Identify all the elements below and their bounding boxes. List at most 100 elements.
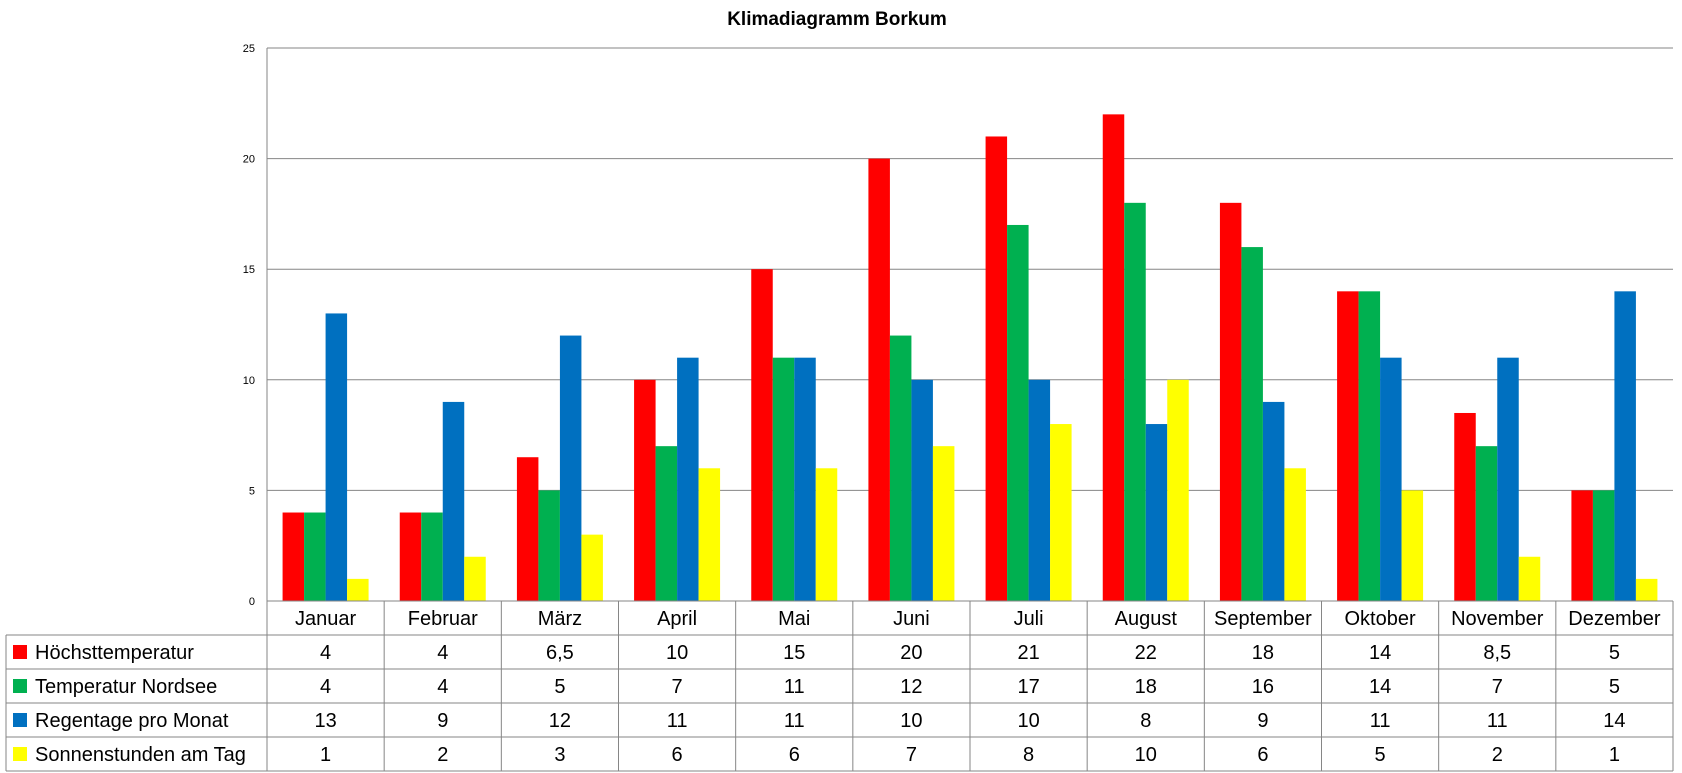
category-label: November [1451,608,1544,630]
table-cell: 6 [789,744,800,766]
table-cell: 11 [1370,710,1391,732]
bar-3-8 [1284,468,1306,601]
category-label: März [538,608,582,630]
table-cell: 22 [1135,642,1157,664]
bar-3-4 [815,468,838,601]
bar-1-11 [1592,490,1615,601]
category-label: August [1115,608,1178,630]
table-cell: 10 [1017,710,1039,732]
bar-3-11 [1635,578,1658,601]
table-cell: 11 [784,710,805,732]
bar-2-3 [677,357,699,601]
bar-3-9 [1401,490,1424,601]
table-cell: 4 [437,676,448,698]
table-cell: 6 [1257,744,1268,766]
category-label: Februar [408,608,478,630]
bar-1-6 [1007,224,1029,601]
table-cell: 10 [900,710,922,732]
table-cell: 2 [437,744,448,766]
bar-2-5 [911,379,933,601]
legend-key [13,713,27,727]
table-cell: 5 [1375,744,1386,766]
bar-3-2 [581,534,603,601]
bar-0-4 [751,269,773,601]
table-cell: 9 [437,710,448,732]
table-cell: 8 [1140,710,1151,732]
bar-1-3 [655,446,678,601]
table-cell: 10 [666,642,688,664]
table-cell: 12 [900,676,922,698]
bar-0-0 [282,512,305,601]
legend-label: Regentage pro Monat [35,710,229,732]
bar-0-7 [1102,114,1125,602]
category-label: April [657,608,697,630]
y-tick-label: 25 [243,43,255,55]
table-cell: 15 [783,642,805,664]
data-table: Januar Februar März April Mai Juni Juli August S… [5,600,1674,772]
table-cell: 8 [1023,744,1034,766]
table-cell: 11 [667,710,688,732]
bar-2-6 [1028,379,1051,601]
table-cell: 17 [1017,676,1039,698]
bar-0-3 [634,379,656,601]
legend-key [13,645,27,659]
bar-0-1 [399,512,422,601]
y-tick-label: 5 [249,485,255,497]
y-tick-label: 20 [243,154,255,166]
bar-3-1 [464,556,486,601]
table-cell: 10 [1135,744,1157,766]
bar-1-7 [1124,202,1146,601]
table-cell: 11 [1487,710,1508,732]
table-cell: 6 [672,744,683,766]
bar-1-1 [421,512,443,601]
chart-title: Klimadiagramm Borkum [727,9,947,30]
table-cell: 7 [906,744,917,766]
bar-0-11 [1571,490,1593,601]
table-cell: 16 [1252,676,1274,698]
bar-1-5 [889,335,912,601]
table-cell: 7 [1492,676,1503,698]
bar-3-6 [1050,424,1072,601]
bar-2-9 [1380,357,1402,601]
bar-2-10 [1497,357,1519,601]
bar-1-4 [772,357,795,601]
bar-1-9 [1358,291,1381,601]
bar-3-0 [347,578,369,601]
bar-3-7 [1167,379,1189,601]
legend-label: Sonnenstunden am Tag [35,744,246,766]
table-cell: 5 [1609,676,1620,698]
category-label: Juli [1014,608,1044,630]
y-tick-label: 10 [243,375,255,387]
table-cell: 7 [672,676,683,698]
table-cell: 4 [320,642,331,664]
table-cell: 1 [1609,744,1620,766]
table-cell: 4 [320,676,331,698]
table-cell: 14 [1369,642,1391,664]
legend-key [13,679,27,693]
category-label: Juni [893,608,930,630]
table-cell: 5 [1609,642,1620,664]
bars [282,114,1658,602]
bar-2-4 [794,357,816,601]
bar-0-2 [516,457,539,601]
bar-2-8 [1262,401,1285,601]
bar-3-10 [1518,556,1541,601]
bar-1-2 [538,490,560,601]
table-cell: 8,5 [1483,642,1511,664]
table-cell: 12 [549,710,571,732]
category-label: September [1214,608,1312,630]
table-cell: 4 [437,642,448,664]
table-cell: 14 [1603,710,1625,732]
legend-label: Temperatur Nordsee [35,676,217,698]
table-cell: 3 [554,744,565,766]
bar-2-1 [442,401,465,601]
y-axis: 0 5 10 15 20 25 [243,43,268,608]
bar-0-6 [985,136,1008,602]
table-cell: 20 [900,642,922,664]
bar-3-5 [932,446,955,601]
bar-2-2 [559,335,582,601]
bar-2-7 [1145,424,1168,601]
legend-key [13,747,27,761]
bar-2-0 [325,313,348,601]
